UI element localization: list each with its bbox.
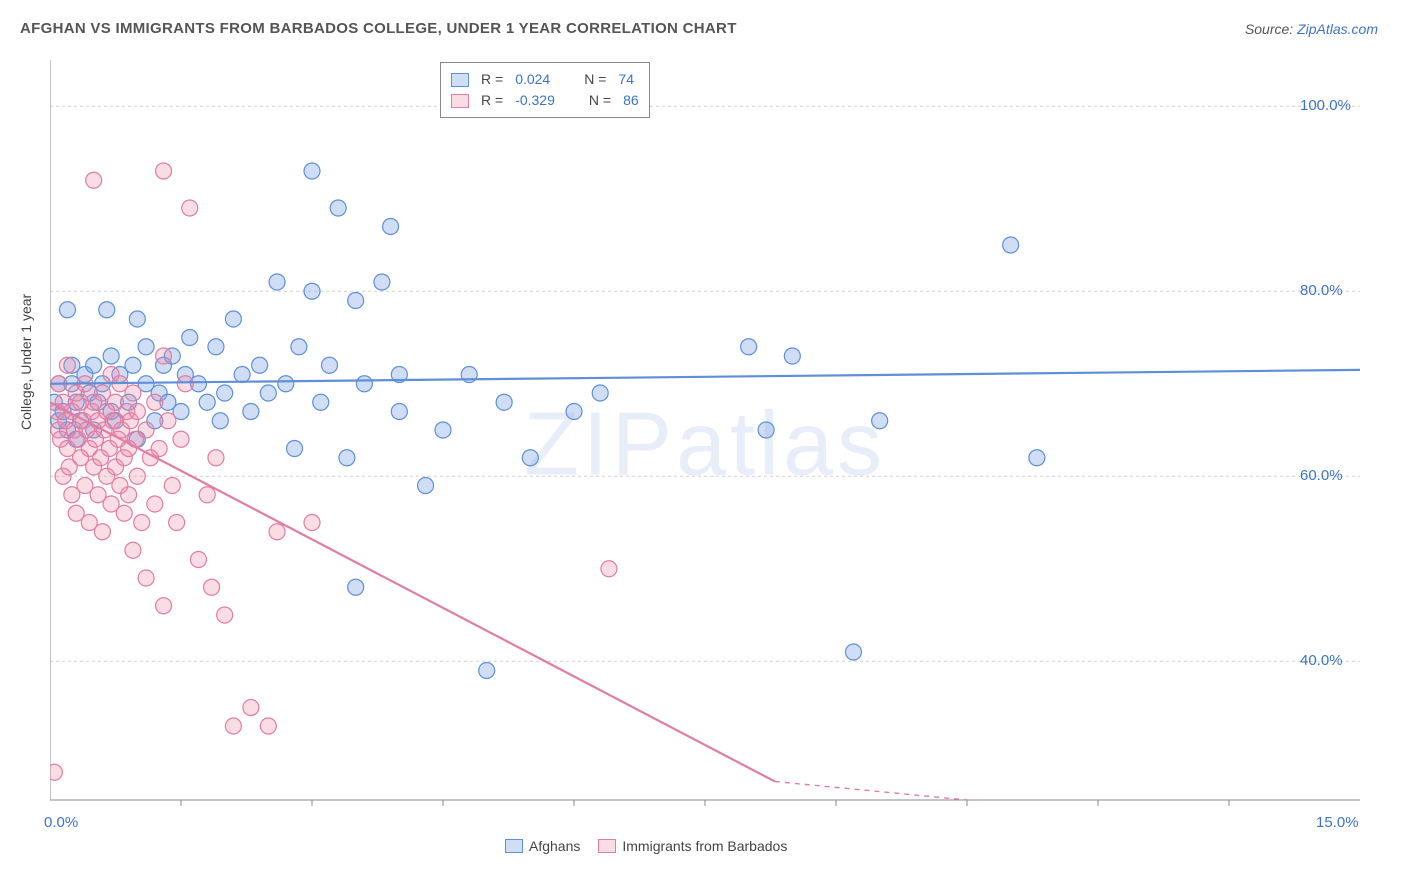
legend-label-afghans: Afghans [529, 838, 580, 854]
y-tick-label: 60.0% [1300, 467, 1360, 484]
source-credit: Source: ZipAtlas.com [1245, 21, 1378, 37]
r-label-2: R = [481, 90, 503, 111]
chart-title: AFGHAN VS IMMIGRANTS FROM BARBADOS COLLE… [20, 20, 737, 37]
legend-item-afghans: Afghans [505, 838, 580, 854]
swatch-afghans [451, 73, 469, 87]
stats-row-barbados: R = -0.329 N = 86 [451, 90, 639, 111]
stats-row-afghans: R = 0.024 N = 74 [451, 69, 639, 90]
y-tick-label: 100.0% [1300, 97, 1360, 114]
n-label-2: N = [589, 90, 611, 111]
swatch-barbados [451, 94, 469, 108]
legend-swatch-afghans [505, 839, 523, 853]
y-tick-label: 40.0% [1300, 652, 1360, 669]
n-value-afghans: 74 [618, 69, 634, 90]
x-tick-label: 15.0% [1316, 814, 1359, 831]
source-link[interactable]: ZipAtlas.com [1297, 21, 1378, 37]
legend-label-barbados: Immigrants from Barbados [622, 838, 787, 854]
chart-plot-area: ZIPatlas 40.0%60.0%80.0%100.0% 0.0%15.0%… [50, 60, 1360, 830]
n-value-barbados: 86 [623, 90, 639, 111]
n-label: N = [584, 69, 606, 90]
legend-item-barbados: Immigrants from Barbados [598, 838, 787, 854]
r-value-afghans: 0.024 [515, 69, 550, 90]
chart-svg [50, 60, 1360, 830]
x-tick-label: 0.0% [44, 814, 78, 831]
r-label: R = [481, 69, 503, 90]
y-axis-label: College, Under 1 year [18, 294, 34, 430]
source-prefix: Source: [1245, 21, 1297, 37]
stats-legend-box: R = 0.024 N = 74 R = -0.329 N = 86 [440, 62, 650, 118]
legend-swatch-barbados [598, 839, 616, 853]
series-legend: Afghans Immigrants from Barbados [505, 838, 787, 854]
r-value-barbados: -0.329 [515, 90, 555, 111]
y-tick-label: 80.0% [1300, 282, 1360, 299]
